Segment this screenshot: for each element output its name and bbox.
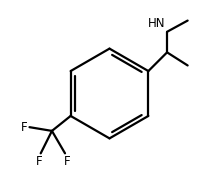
- Text: F: F: [35, 155, 42, 168]
- Text: F: F: [64, 155, 70, 168]
- Text: HN: HN: [148, 17, 165, 30]
- Text: F: F: [21, 121, 28, 134]
